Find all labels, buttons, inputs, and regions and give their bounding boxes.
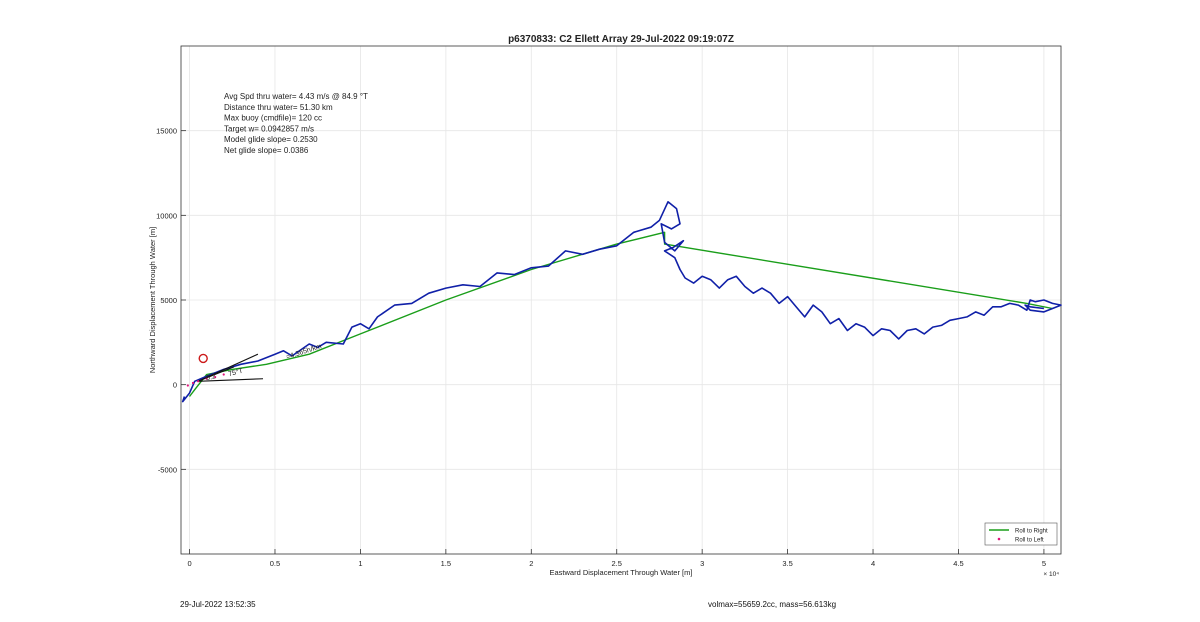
legend-dot-swatch (997, 537, 1001, 541)
roll-left-point (186, 384, 189, 387)
chart-title: p6370833: C2 Ellett Array 29-Jul-2022 09… (508, 34, 734, 45)
stats-annotation-line: Max buoy (cmdfile)= 120 cc (224, 114, 322, 123)
x-tick-label: 3 (700, 559, 704, 568)
stats-annotation-line: Distance thru water= 51.30 km (224, 103, 333, 112)
axes-frame (180, 45, 1062, 555)
x-tick-label: 3.5 (782, 559, 792, 568)
y-tick-label: 0 (173, 381, 177, 390)
x-tick-label: 4 (871, 559, 875, 568)
roll-left-point (214, 375, 217, 379)
grid-layer (181, 46, 1061, 554)
x-tick-label: 1.5 (441, 559, 451, 568)
stats-annotation-line: Model glide slope= 0.2530 (224, 135, 318, 144)
glide-slope-line (198, 378, 264, 382)
roll-left-point (205, 377, 208, 380)
x-axis-label: Eastward Displacement Through Water [m] (550, 568, 693, 577)
x-tick-label: 2.5 (612, 559, 622, 568)
x-tick-label: 2 (529, 559, 533, 568)
roll-left-point (191, 381, 195, 385)
stats-annotation-line: Target w= 0.0942857 m/s (224, 124, 314, 133)
y-axis-label: Northward Displacement Through Water [m] (148, 227, 157, 373)
stats-annotation-line: Avg Spd thru water= 4.43 m/s @ 84.9 °T (224, 92, 368, 101)
y-tick-label: 5000 (160, 296, 177, 305)
text-layer: p6370833: C2 Ellett Array 29-Jul-2022 09… (148, 34, 1059, 578)
y-tick-label: -5000 (158, 465, 177, 474)
y-tick-label: 10000 (156, 211, 177, 220)
volmax-footer: volmax=55659.2cc, mass=56.613kg (708, 600, 837, 609)
x-exponent-label: × 10⁴ (1043, 571, 1059, 578)
path-annotation-label: 0.2 (205, 373, 216, 382)
legend-label: Roll to Left (1015, 538, 1044, 544)
series-layer (181, 201, 1062, 403)
x-tick-label: 5 (1042, 559, 1046, 568)
x-tick-label: 1 (358, 559, 362, 568)
start-position-marker (198, 353, 208, 364)
legend-box (984, 522, 1058, 546)
stats-annotation-line: Net glide slope= 0.0386 (224, 146, 309, 155)
glide-slope-line (197, 366, 235, 382)
series-track-line (181, 201, 1062, 403)
path-annotation-label: 75°T (227, 367, 244, 379)
axes-layer: 0 0.5 1 1.5 2 2.5 3 3.5 4 4.5 5 -5000 0 5000 10000 1500… (156, 45, 1062, 568)
marker-layer (186, 353, 225, 387)
legend-label: Roll to Right (1015, 529, 1048, 535)
x-tick-label: 0.5 (270, 559, 280, 568)
y-tick-label: 15000 (156, 127, 177, 136)
legend-layer: Roll to Right Roll to Left (984, 522, 1058, 546)
roll-left-point (222, 373, 225, 376)
roll-left-point (196, 380, 200, 383)
x-tick-label: 4.5 (953, 559, 963, 568)
timestamp-footer: 29-Jul-2022 13:52:35 (180, 600, 256, 609)
x-tick-label: 0 (187, 559, 191, 568)
